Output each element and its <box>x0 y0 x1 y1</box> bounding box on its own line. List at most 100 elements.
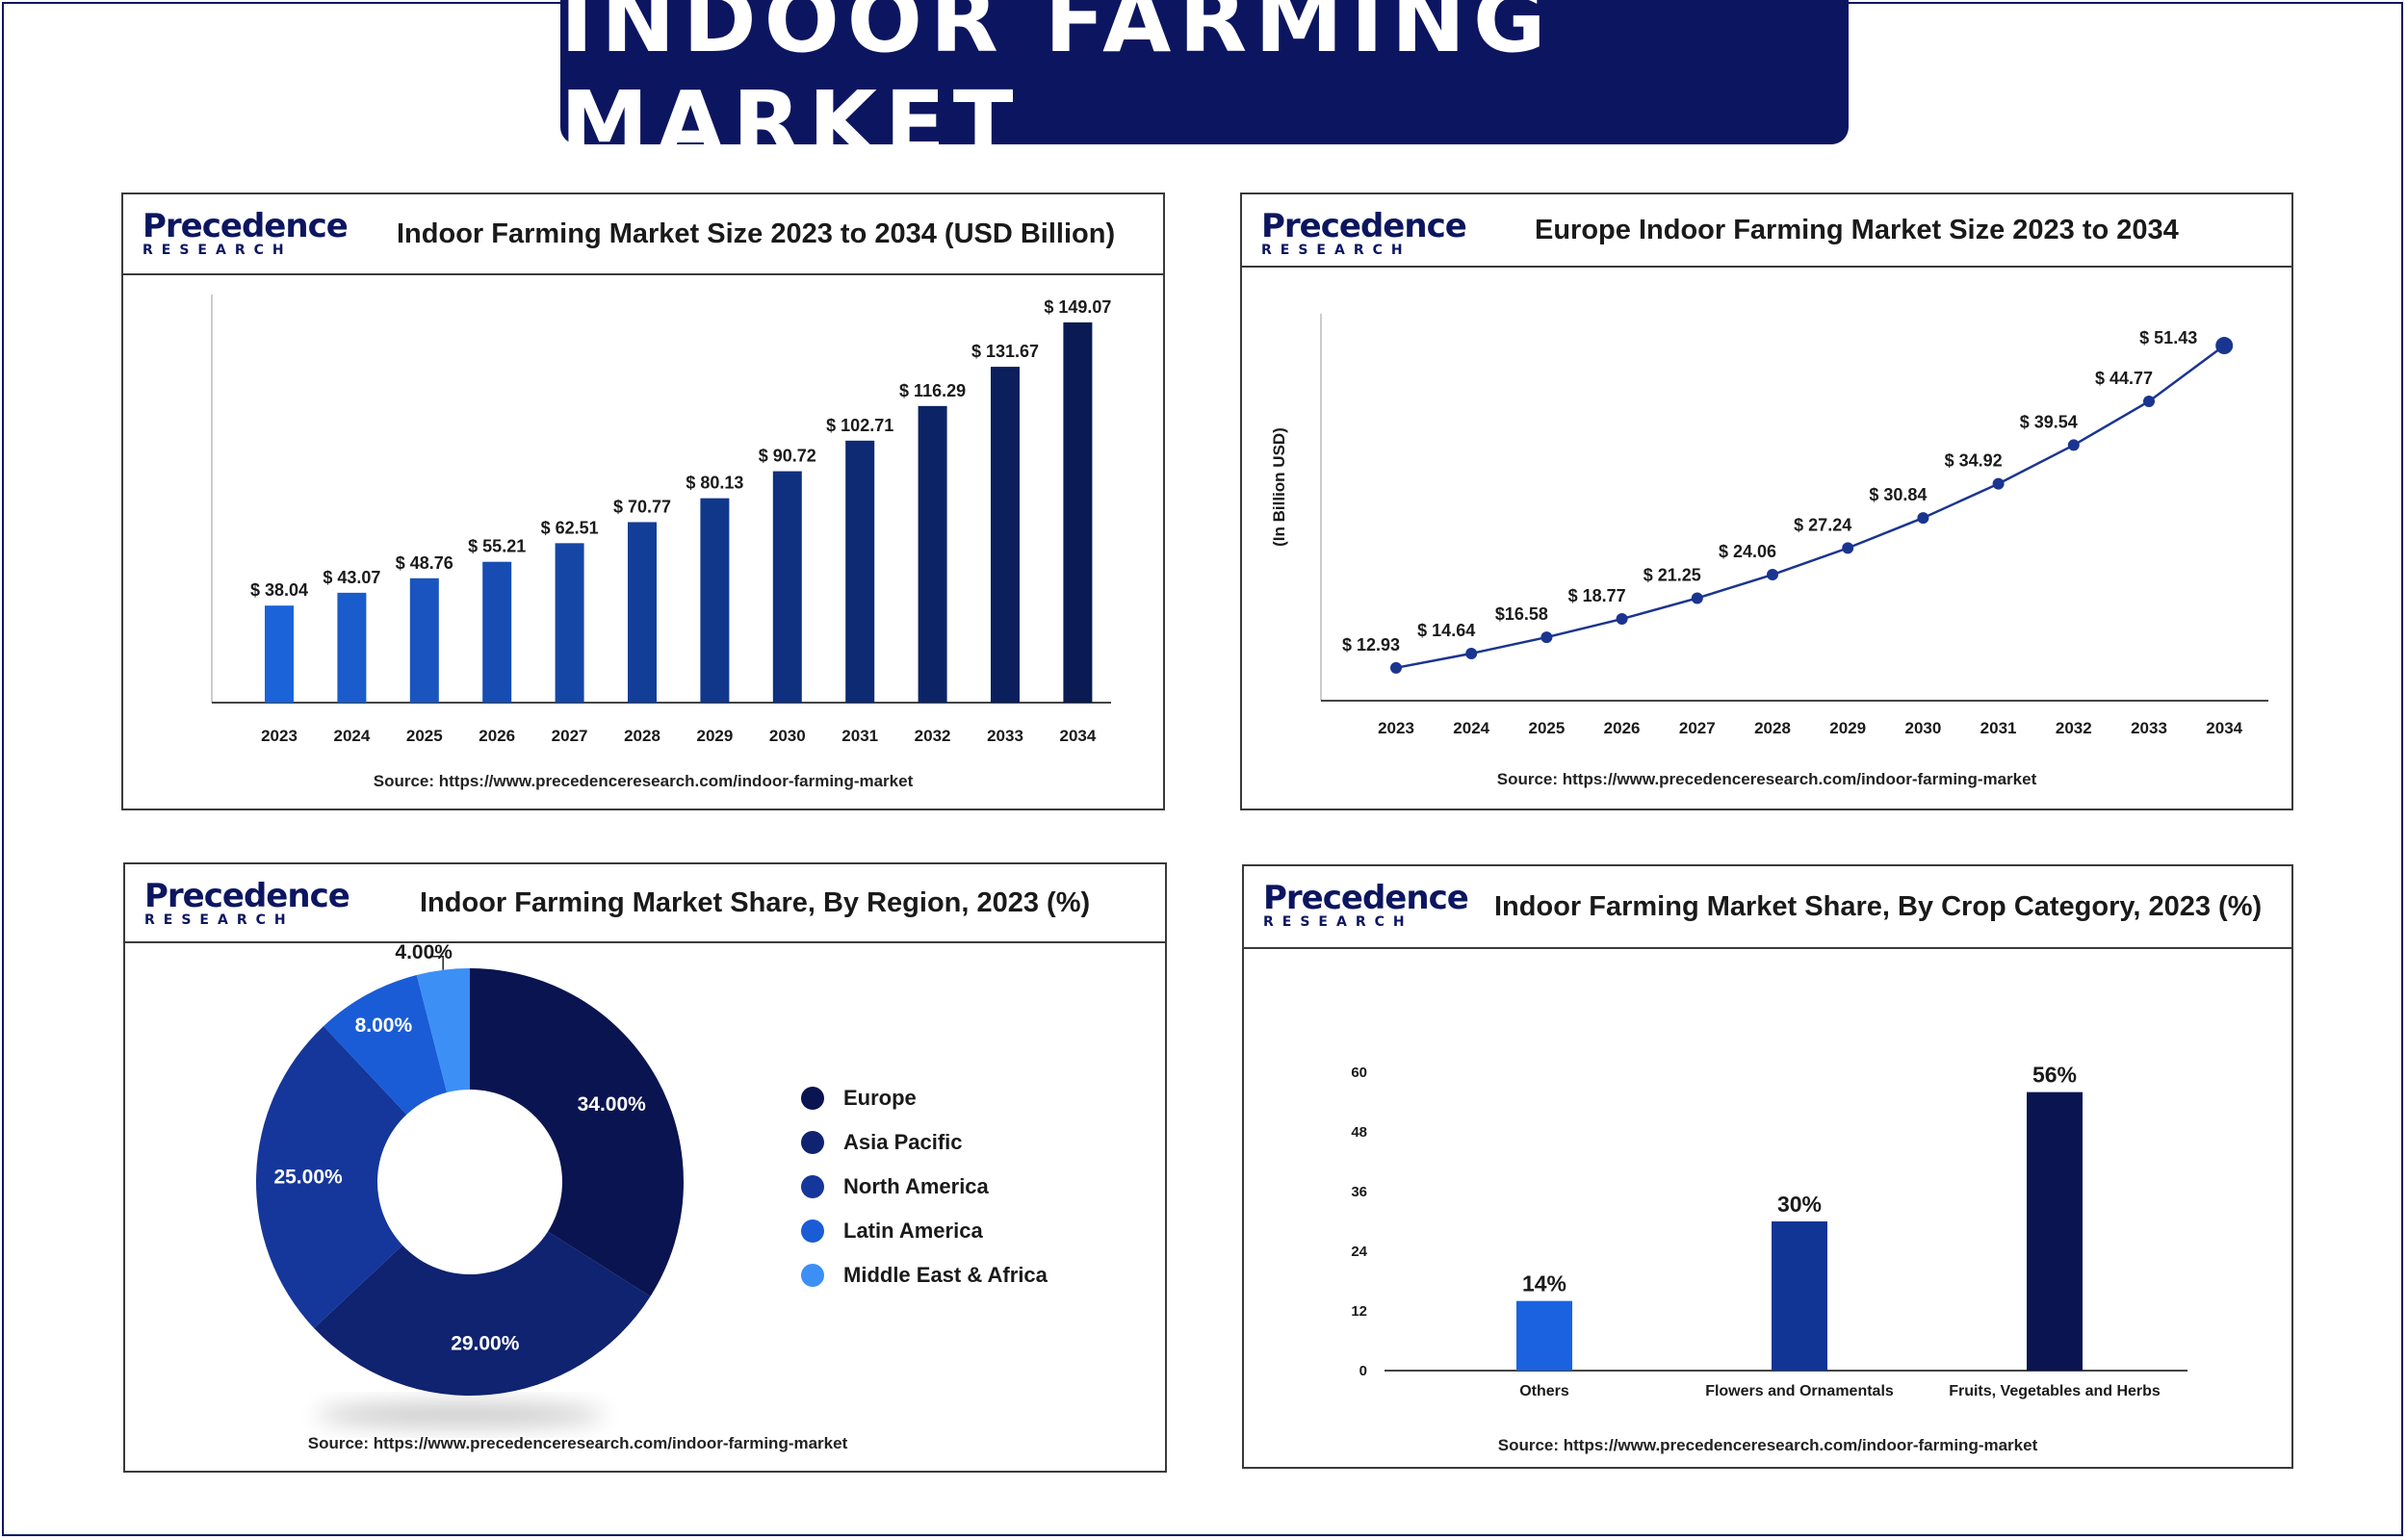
slice-label: 29.00% <box>451 1332 520 1354</box>
donut-slice <box>324 974 448 1116</box>
data-point <box>2215 337 2234 355</box>
y-tick-label: 60 <box>1351 1065 1367 1081</box>
x-tick-label: 2033 <box>987 727 1023 745</box>
legend-item: North America <box>801 1165 1048 1209</box>
x-tick-label: 2030 <box>769 727 806 745</box>
panel-header: Precedence RESEARCH Europe Indoor Farmin… <box>1242 194 2291 268</box>
market-size-panel: Precedence RESEARCH Indoor Farming Marke… <box>121 192 1165 810</box>
bar <box>1772 1221 1827 1371</box>
legend-item: Europe <box>801 1076 1048 1120</box>
x-tick-label: 2032 <box>2056 719 2092 737</box>
x-tick-label: 2026 <box>1604 719 1641 737</box>
data-label: $ 14.64 <box>1417 621 1475 640</box>
data-label: $ 34.92 <box>1945 451 2003 471</box>
bar <box>845 440 875 703</box>
precedence-logo: Precedence RESEARCH <box>142 207 349 258</box>
slice-label: 25.00% <box>273 1167 343 1189</box>
data-label: 56% <box>2032 1063 2077 1088</box>
data-label: $ 24.06 <box>1719 542 1776 561</box>
data-point <box>1992 477 2005 490</box>
data-point <box>1616 613 1628 626</box>
bar <box>918 405 947 703</box>
data-label: $ 62.51 <box>541 518 599 537</box>
slice-label: 4.00% <box>395 943 453 963</box>
data-label: $ 30.84 <box>1869 485 1927 504</box>
x-tick-label: 2028 <box>1754 719 1791 737</box>
data-label: $ 55.21 <box>468 537 526 556</box>
x-tick-label: Others <box>1519 1383 1569 1399</box>
donut-slice <box>256 1026 407 1328</box>
series-line <box>1395 345 2225 670</box>
source-note: Source: https://www.precedenceresearch.c… <box>307 1434 848 1452</box>
slice-label: 8.00% <box>355 1014 413 1037</box>
bar <box>991 367 1020 703</box>
source-note: Source: https://www.precedenceresearch.c… <box>373 772 914 790</box>
x-tick-label: 2028 <box>624 727 660 745</box>
data-point <box>1917 512 1929 525</box>
data-point <box>2067 439 2080 451</box>
data-label: $ 39.54 <box>2020 412 2078 431</box>
data-label: $ 131.67 <box>971 342 1039 361</box>
x-tick-label: 2029 <box>696 727 733 745</box>
data-label: $ 27.24 <box>1794 515 1851 534</box>
bar <box>265 605 294 703</box>
data-point <box>1390 661 1402 674</box>
data-label: $ 102.71 <box>826 416 893 435</box>
market-size-bar-chart: $ 38.04 2023 $ 43.07 2024 $ 48.76 2025 $ 55.21… <box>211 295 1111 745</box>
x-tick-label: 2025 <box>1528 719 1565 737</box>
x-tick-label: 2024 <box>1453 719 1489 737</box>
x-tick-label: 2023 <box>1378 719 1414 737</box>
legend-swatch <box>801 1087 824 1110</box>
legend-swatch <box>801 1131 824 1154</box>
data-label: $ 48.76 <box>396 553 453 573</box>
bar <box>482 561 512 703</box>
legend-swatch <box>801 1264 824 1287</box>
region-donut-chart: 34.00% 29.00% 25.00% 8.00% 4.00% <box>256 943 684 1426</box>
x-tick-label: 2023 <box>261 727 298 745</box>
source-note: Source: https://www.precedenceresearch.c… <box>1496 770 2037 788</box>
data-label: 14% <box>1522 1271 1566 1296</box>
bar <box>1516 1300 1572 1371</box>
x-tick-label: 2027 <box>1679 719 1716 737</box>
legend-item: Latin America <box>801 1209 1048 1253</box>
data-point <box>1465 647 1478 659</box>
x-tick-label: 2034 <box>1059 727 1096 745</box>
y-tick-label: 12 <box>1351 1303 1367 1320</box>
panel-header: Precedence RESEARCH Indoor Farming Marke… <box>1244 866 2291 949</box>
x-tick-label: 2032 <box>915 727 951 745</box>
chart-title: Indoor Farming Market Share, By Region, … <box>420 886 1091 918</box>
data-point <box>1767 569 1778 581</box>
donut-slice <box>470 968 684 1296</box>
x-tick-label: 2030 <box>1904 719 1941 737</box>
legend-swatch <box>801 1175 824 1198</box>
data-label: $ 149.07 <box>1044 297 1111 317</box>
x-tick-label: Flowers and Ornamentals <box>1705 1383 1894 1399</box>
bar <box>555 543 584 703</box>
data-label: $ 90.72 <box>759 447 816 466</box>
chart-title: Indoor Farming Market Share, By Crop Cat… <box>1494 890 2263 922</box>
source-note: Source: https://www.precedenceresearch.c… <box>1497 1436 2038 1454</box>
data-label: $ 44.77 <box>2095 369 2153 388</box>
y-tick-label: 48 <box>1351 1124 1367 1141</box>
x-tick-label: Fruits, Vegetables and Herbs <box>1949 1383 2161 1399</box>
region-legend: Europe Asia Pacific North America Latin … <box>801 1076 1048 1297</box>
region-share-panel: Precedence RESEARCH Indoor Farming Marke… <box>123 862 1167 1473</box>
leader-line <box>429 956 444 970</box>
legend-item: Asia Pacific <box>801 1120 1048 1165</box>
precedence-logo: Precedence RESEARCH <box>144 877 350 928</box>
donut-shadow <box>316 1403 605 1426</box>
data-label: $ 18.77 <box>1568 586 1626 605</box>
data-label: $ 43.07 <box>323 568 380 587</box>
panel-header: Precedence RESEARCH Indoor Farming Marke… <box>125 864 1165 943</box>
data-label: $ 116.29 <box>899 381 966 400</box>
bar <box>772 471 802 703</box>
europe-line-chart: (In Billion USD) $ 12.93 2023 $ 14.64 2024 $1… <box>1270 314 2268 737</box>
data-label: $ 80.13 <box>686 474 743 493</box>
data-point <box>1691 592 1703 604</box>
data-point <box>1842 542 1854 554</box>
bar <box>1063 321 1093 703</box>
donut-slice <box>314 1231 651 1396</box>
x-tick-label: 2031 <box>1980 719 2017 737</box>
x-tick-label: 2029 <box>1829 719 1866 737</box>
legend-item: Middle East & Africa <box>801 1253 1048 1297</box>
